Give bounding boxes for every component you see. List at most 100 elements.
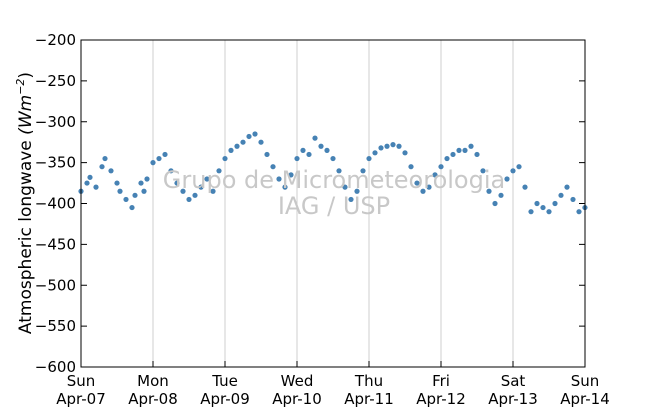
y-axis-close: ) [16, 72, 36, 79]
data-point [138, 180, 144, 186]
data-point [522, 184, 528, 190]
data-point [192, 192, 198, 198]
y-tick-label: −550 [35, 317, 76, 335]
data-point [240, 139, 246, 145]
data-point [324, 147, 330, 153]
data-point [516, 164, 522, 170]
data-point [336, 168, 342, 174]
data-point [318, 143, 324, 149]
y-axis-title-text: Atmospheric longwave [16, 140, 36, 334]
data-point [474, 151, 480, 158]
data-point [132, 192, 138, 198]
data-point [198, 184, 204, 190]
data-point [504, 176, 510, 182]
data-point [288, 172, 294, 178]
data-point [534, 200, 540, 207]
data-point [438, 164, 444, 170]
data-point [270, 164, 276, 170]
watermark-line1: Grupo de Micrometeorologia [163, 166, 505, 194]
data-point [282, 184, 288, 190]
x-tick-date: Apr-09 [200, 390, 250, 408]
data-point [480, 168, 486, 174]
data-point [228, 147, 234, 153]
data-point [129, 204, 135, 211]
data-points [78, 131, 588, 215]
x-tick-day: Sun [571, 372, 600, 390]
data-point [108, 168, 114, 174]
data-point [246, 133, 252, 140]
data-point [540, 204, 546, 211]
data-point [360, 168, 366, 174]
data-point [366, 155, 372, 162]
y-axis-title: Atmospheric longwave (Wm−2) [14, 72, 36, 334]
y-tick-label: −350 [35, 154, 76, 172]
data-point [114, 180, 120, 186]
y-tick-label: −450 [35, 235, 76, 253]
data-point [450, 151, 456, 158]
x-tick-day: Sun [67, 372, 96, 390]
data-point [354, 188, 360, 194]
data-point [186, 196, 192, 203]
x-tick-day: Fri [432, 372, 450, 390]
data-point [576, 209, 582, 215]
data-point [144, 176, 150, 182]
data-point [384, 143, 390, 149]
data-point [306, 151, 312, 158]
data-point [84, 180, 90, 186]
data-point [348, 196, 354, 203]
data-point [396, 143, 402, 149]
data-point [546, 209, 552, 215]
data-point [93, 184, 99, 190]
data-point [294, 155, 300, 162]
data-point [87, 174, 93, 180]
data-point [444, 155, 450, 162]
data-point [264, 151, 270, 158]
data-point [492, 200, 498, 207]
x-tick-date: Apr-10 [272, 390, 322, 408]
data-point [150, 160, 156, 166]
y-tick-label: −600 [35, 358, 76, 376]
data-point [210, 188, 216, 194]
y-tick-label: −400 [35, 195, 76, 213]
data-point [222, 155, 228, 162]
y-tick-label: −200 [35, 31, 76, 49]
x-axis: SunApr-07MonApr-08TueApr-09WedApr-10ThuA… [56, 361, 610, 408]
y-tick-label: −300 [35, 113, 76, 131]
data-point [462, 147, 468, 153]
x-tick-date: Apr-08 [128, 390, 178, 408]
data-point [204, 176, 210, 182]
data-point [99, 164, 105, 170]
data-point [528, 209, 534, 215]
data-point [402, 150, 408, 156]
data-point [162, 151, 168, 158]
x-tick-date: Apr-07 [56, 390, 106, 408]
data-point [180, 188, 186, 194]
x-tick-day: Wed [281, 372, 314, 390]
data-point [174, 180, 180, 186]
data-point [117, 188, 123, 194]
y-tick-label: −500 [35, 276, 76, 294]
watermark-line2: IAG / USP [278, 192, 390, 220]
data-point [510, 168, 516, 174]
data-point [234, 143, 240, 149]
x-tick-day: Sat [501, 372, 526, 390]
data-point [312, 135, 318, 141]
data-point [420, 188, 426, 194]
data-point [156, 155, 162, 162]
data-point [570, 196, 576, 203]
data-point [486, 188, 492, 194]
data-point [123, 196, 129, 203]
data-point [552, 200, 558, 207]
data-point [498, 192, 504, 198]
data-point [168, 168, 174, 174]
x-tick-date: Apr-12 [416, 390, 466, 408]
data-point [426, 184, 432, 190]
data-point [342, 184, 348, 190]
data-point [456, 147, 462, 153]
x-tick-day: Tue [211, 372, 238, 390]
y-axis: −600 −550 −500 −450 −400 −350 −300 −250 −200 [35, 31, 585, 376]
x-tick-day: Thu [354, 372, 383, 390]
data-point [141, 188, 147, 194]
data-point [468, 143, 474, 149]
